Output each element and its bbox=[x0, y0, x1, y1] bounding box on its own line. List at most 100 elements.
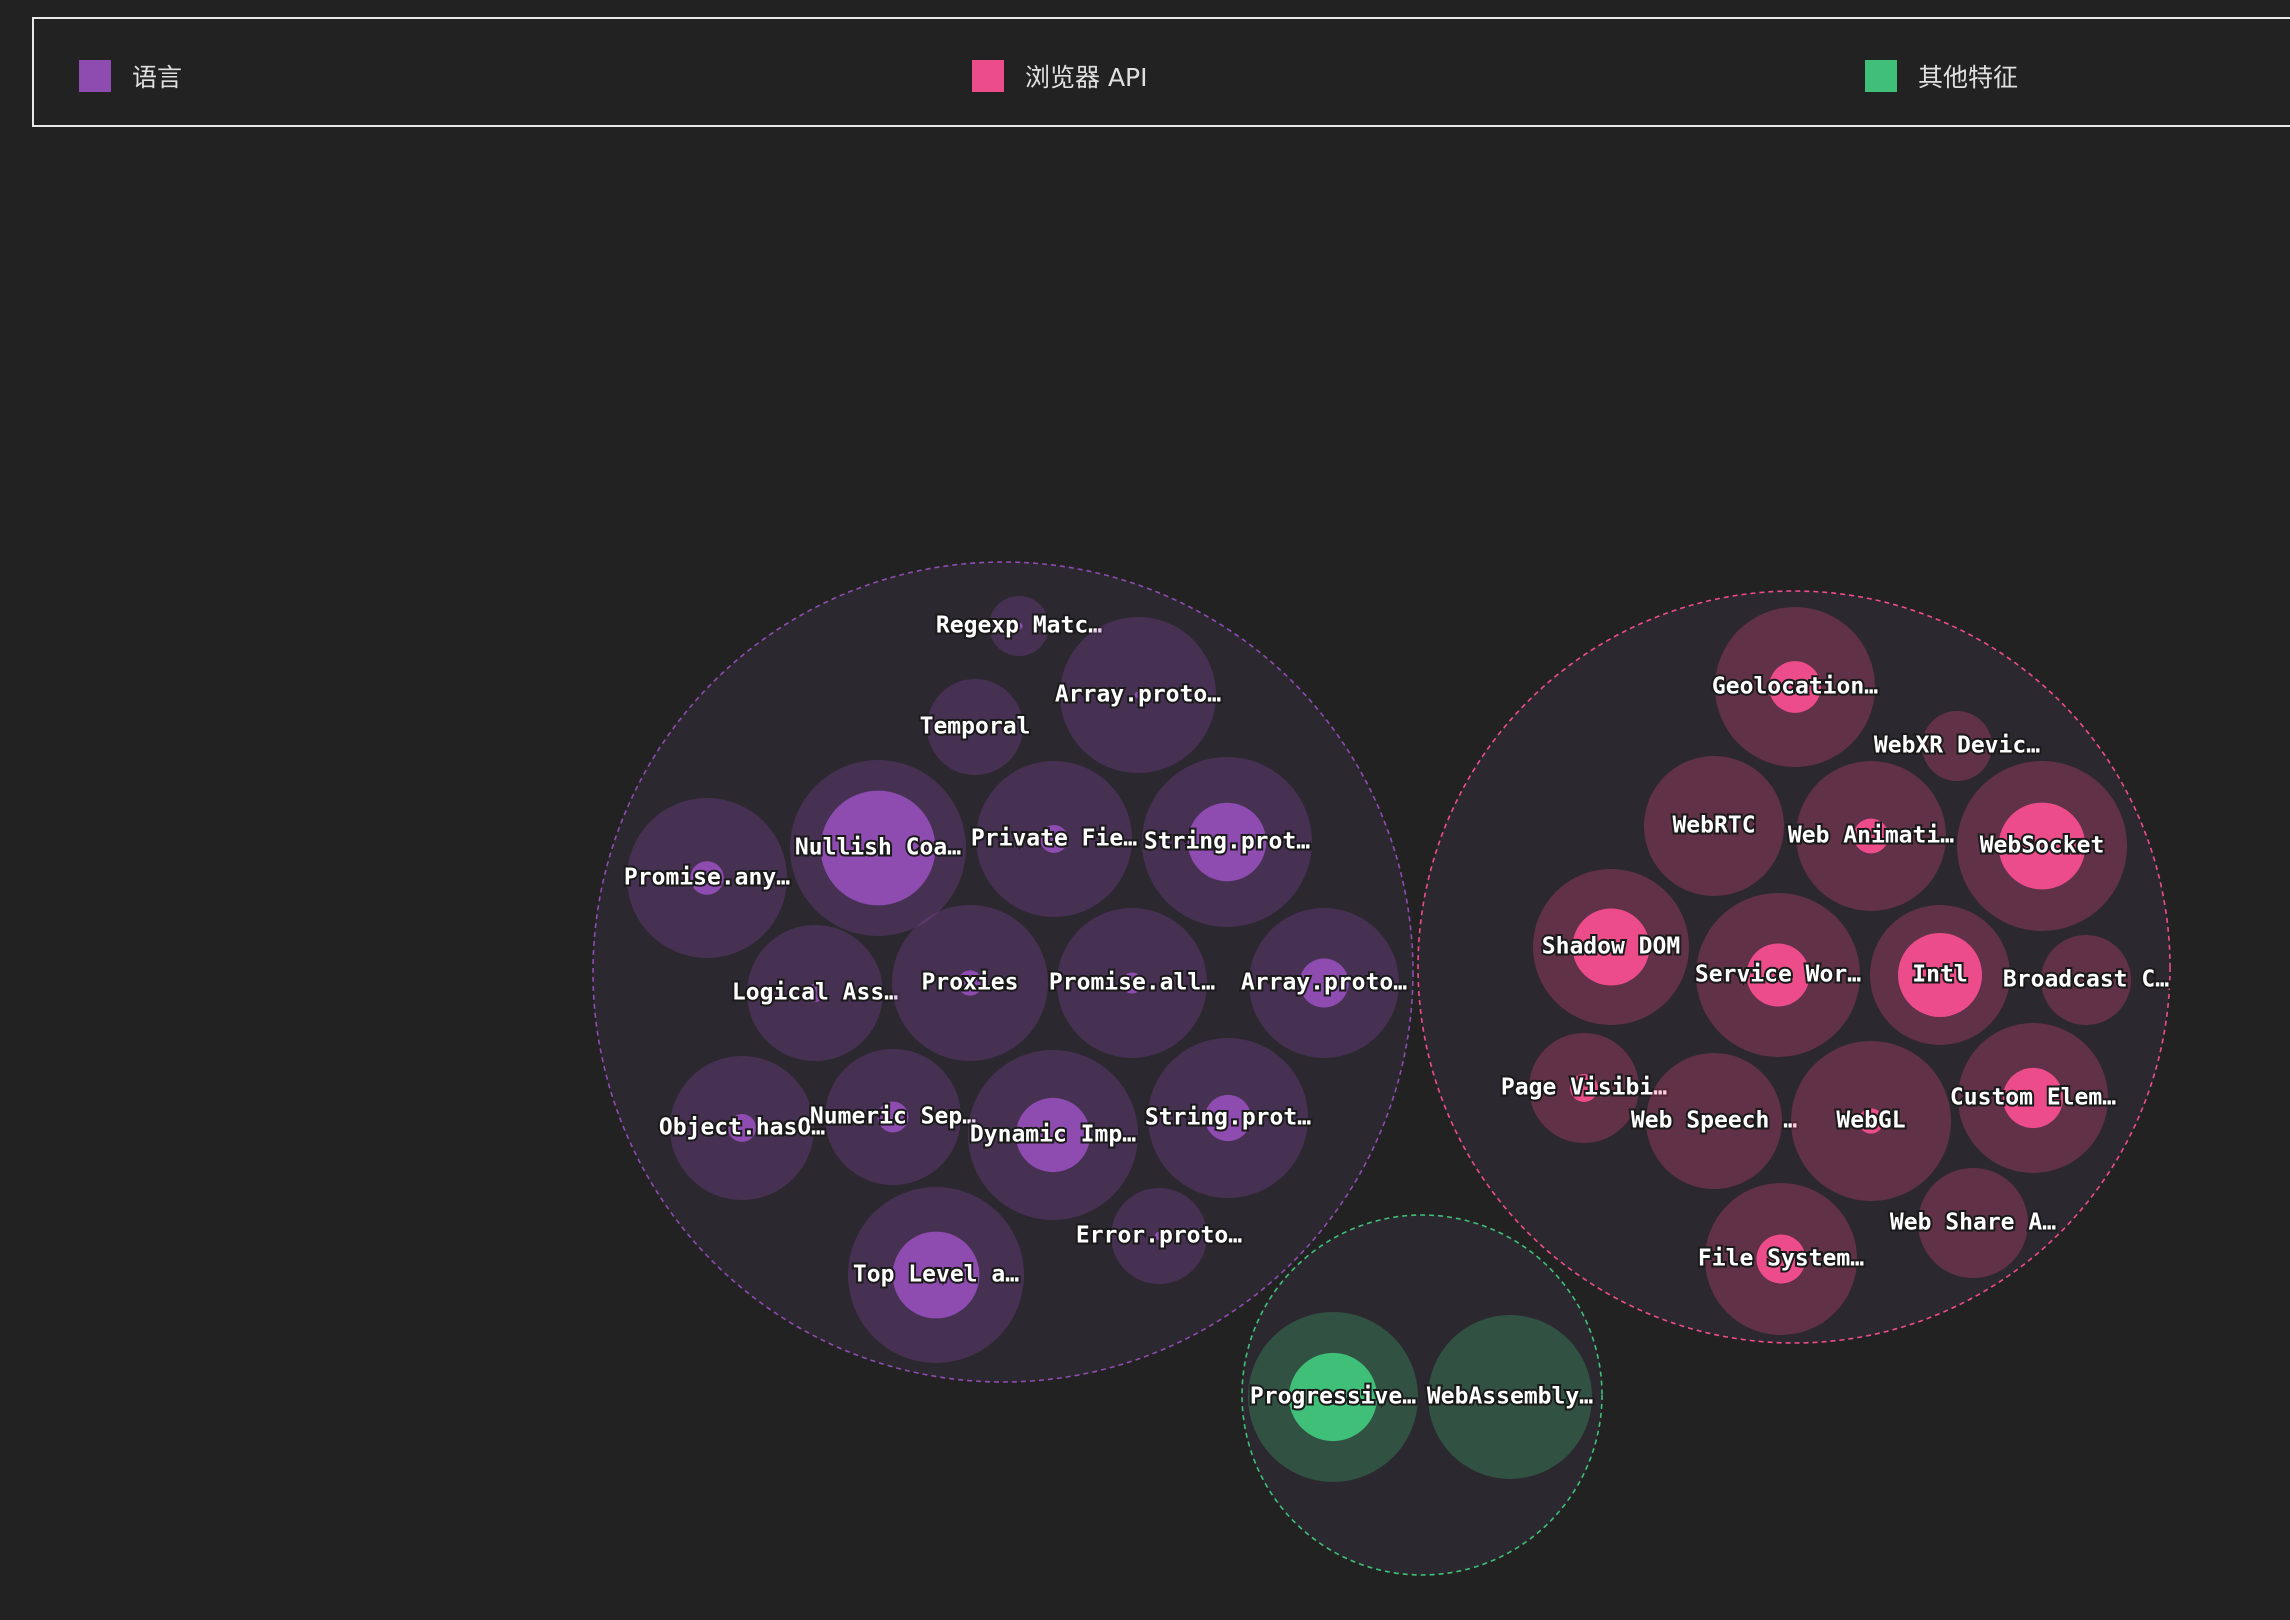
bubble-inner bbox=[1570, 1074, 1598, 1102]
bubble[interactable]: String.prot… bbox=[1142, 757, 1312, 927]
bubble[interactable]: Object.hasO… bbox=[657, 1056, 827, 1200]
bubble[interactable]: Temporal bbox=[918, 679, 1032, 775]
bubble-inner bbox=[820, 790, 936, 906]
bubble[interactable]: Shadow DOM bbox=[1533, 869, 1689, 1025]
bubble[interactable]: WebGL bbox=[1791, 1041, 1951, 1201]
bubble[interactable]: File System… bbox=[1696, 1183, 1866, 1335]
bubble-inner bbox=[1015, 1097, 1091, 1173]
bubble-inner bbox=[1898, 933, 1982, 1017]
bubble-label: WebSocket bbox=[1980, 833, 2105, 859]
bubble-inner bbox=[1572, 908, 1650, 986]
bubble-group-other-features: Progressive… WebAssembly… bbox=[1241, 1214, 1603, 1576]
bubble-label: Progressive… bbox=[1250, 1384, 1416, 1410]
bubble-label: Regexp Matc… bbox=[936, 613, 1102, 639]
bubble-inner bbox=[957, 970, 983, 996]
bubble-label: Temporal bbox=[920, 714, 1031, 740]
bubble[interactable]: Geolocation… bbox=[1710, 607, 1880, 767]
group-boundary bbox=[1241, 1214, 1603, 1576]
bubble-label: WebRTC bbox=[1672, 813, 1755, 839]
legend-label: 浏览器 API bbox=[1025, 63, 1148, 92]
bubble-label: Object.hasO… bbox=[659, 1115, 825, 1141]
bubble[interactable]: Private Fie… bbox=[969, 761, 1139, 917]
bubble[interactable]: Intl bbox=[1870, 905, 2010, 1045]
legend-swatch bbox=[1865, 60, 1897, 92]
bubble[interactable]: Array.proto… bbox=[1053, 617, 1223, 773]
bubble-label: Numeric Sep… bbox=[810, 1104, 976, 1130]
bubble-group-language: Regexp Matc… Array.proto… Temporal Nullish … bbox=[592, 561, 1414, 1383]
legend-item-other-features[interactable]: 其他特征 bbox=[1865, 58, 2018, 94]
bubble[interactable]: Logical Ass… bbox=[730, 925, 900, 1061]
bubble[interactable]: WebXR Devic… bbox=[1872, 711, 2042, 781]
legend-item-browser-api[interactable]: 浏览器 API bbox=[972, 58, 1148, 94]
bubble-label: WebAssembly… bbox=[1427, 1384, 1593, 1410]
bubble-label: Promise.any… bbox=[624, 865, 790, 891]
bubble[interactable]: Proxies bbox=[892, 905, 1048, 1061]
group-boundary bbox=[592, 561, 1414, 1383]
legend-swatch bbox=[79, 60, 111, 92]
bubble-inner bbox=[1040, 825, 1068, 853]
bubble[interactable]: Web Share A… bbox=[1888, 1168, 2058, 1278]
bubble[interactable]: Custom Elem… bbox=[1948, 1023, 2118, 1173]
bubble-inner bbox=[690, 861, 724, 895]
bubble[interactable]: Web Speech … bbox=[1629, 1053, 1799, 1189]
bubble-label: Web Speech … bbox=[1631, 1108, 1797, 1134]
bubble-label: WebXR Devic… bbox=[1874, 733, 2040, 759]
bubble-inner bbox=[1756, 1234, 1806, 1284]
bubble[interactable]: Dynamic Imp… bbox=[968, 1050, 1138, 1220]
bubble-inner bbox=[1187, 802, 1267, 882]
bubble-inner bbox=[1154, 1231, 1164, 1241]
legend-swatch bbox=[972, 60, 1004, 92]
bubble-inner bbox=[1015, 622, 1023, 630]
bubble[interactable]: Progressive… bbox=[1248, 1312, 1418, 1482]
bubble[interactable]: String.prot… bbox=[1143, 1038, 1313, 1198]
bubble-label: Service Wor… bbox=[1695, 962, 1861, 988]
bubble[interactable]: Service Wor… bbox=[1693, 893, 1863, 1057]
bubble-outer bbox=[1922, 711, 1992, 781]
bubble-inner bbox=[1969, 1219, 1977, 1227]
bubble-label: String.prot… bbox=[1144, 829, 1310, 855]
bubble[interactable]: Page Visibi… bbox=[1499, 1033, 1669, 1143]
bubble-inner bbox=[1746, 943, 1810, 1007]
bubble[interactable]: WebAssembly… bbox=[1425, 1315, 1595, 1479]
bubble-inner bbox=[1769, 661, 1821, 713]
bubble[interactable]: Web Animati… bbox=[1786, 761, 1956, 911]
bubble-label: Promise.all… bbox=[1049, 970, 1215, 996]
bubble-inner bbox=[1204, 1094, 1252, 1142]
bubble-inner bbox=[1288, 1352, 1378, 1442]
bubble-inner bbox=[1299, 958, 1349, 1008]
bubble-label: Custom Elem… bbox=[1950, 1085, 2116, 1111]
bubble-group-browser-api: Geolocation… WebXR Devic… WebRTC Web Animat… bbox=[1417, 590, 2171, 1344]
legend: 语言 浏览器 API 其他特征 bbox=[32, 17, 2290, 127]
bubble-label: Page Visibi… bbox=[1501, 1075, 1667, 1101]
bubble-label: WebGL bbox=[1836, 1108, 1905, 1134]
legend-item-language[interactable]: 语言 bbox=[79, 58, 182, 94]
bubble[interactable]: Numeric Sep… bbox=[808, 1049, 978, 1185]
bubble[interactable]: Broadcast C… bbox=[2001, 935, 2171, 1025]
bubble[interactable]: Top Level a… bbox=[848, 1187, 1024, 1363]
bubble[interactable]: Error.proto… bbox=[1074, 1188, 1244, 1284]
bubble-inner bbox=[892, 1231, 980, 1319]
bubble-inner bbox=[877, 1101, 909, 1133]
bubble-inner bbox=[1858, 1108, 1884, 1134]
bubble[interactable]: Promise.any… bbox=[622, 798, 792, 958]
bubble-label: Nullish Coa… bbox=[795, 835, 961, 861]
bubble-label: Array.proto… bbox=[1055, 682, 1221, 708]
bubble-inner bbox=[2002, 1067, 2064, 1129]
bubble[interactable]: WebRTC bbox=[1644, 756, 1784, 896]
bubble[interactable]: WebSocket bbox=[1957, 761, 2127, 931]
bubble-label: Logical Ass… bbox=[732, 980, 898, 1006]
bubble-label: Private Fie… bbox=[971, 826, 1137, 852]
bubble-label: Web Share A… bbox=[1890, 1210, 2056, 1236]
bubble-inner bbox=[1853, 818, 1889, 854]
bubble-inner bbox=[1712, 1119, 1716, 1123]
bubble[interactable]: Regexp Matc… bbox=[934, 596, 1104, 656]
bubble[interactable]: Promise.all… bbox=[1047, 908, 1217, 1058]
bubble-outer bbox=[927, 679, 1023, 775]
bubble-label: Dynamic Imp… bbox=[970, 1122, 1136, 1148]
bubble-label: Web Animati… bbox=[1788, 823, 1954, 849]
bubble-label: Intl bbox=[1912, 962, 1967, 988]
bubble[interactable]: Nullish Coa… bbox=[790, 760, 966, 936]
bubble-label: Geolocation… bbox=[1712, 674, 1878, 700]
bubble[interactable]: Array.proto… bbox=[1239, 908, 1409, 1058]
